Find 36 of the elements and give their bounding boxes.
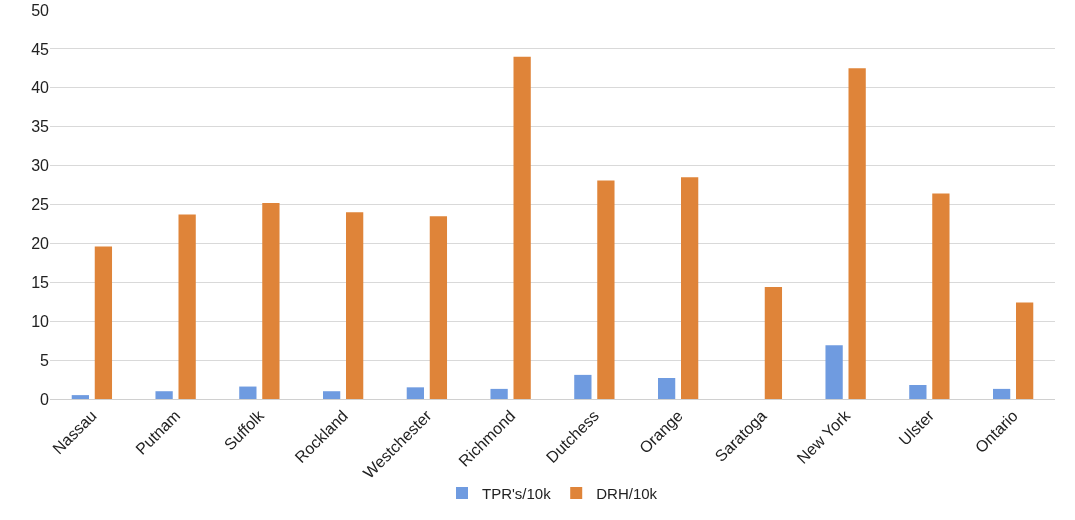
y-tick-label: 30 xyxy=(31,157,50,175)
y-tick-label: 5 xyxy=(40,351,50,369)
bar xyxy=(155,391,173,399)
y-tick-label: 10 xyxy=(31,312,50,330)
y-tick-label: 25 xyxy=(31,196,50,214)
bar xyxy=(429,216,448,399)
y-tick-label: 15 xyxy=(31,273,50,291)
bar xyxy=(657,377,676,399)
legend-label: TPR's/10k xyxy=(482,484,552,502)
y-tick-label: 35 xyxy=(31,118,50,136)
y-tick-label: 50 xyxy=(31,1,50,19)
bar xyxy=(239,386,257,399)
y-tick-label: 0 xyxy=(40,390,50,408)
bar xyxy=(764,286,783,399)
bar xyxy=(932,193,950,399)
bar xyxy=(992,388,1011,399)
bar xyxy=(262,202,280,399)
bar xyxy=(597,180,615,399)
bar xyxy=(681,177,699,399)
bar xyxy=(490,388,508,399)
bar xyxy=(574,374,592,399)
bar xyxy=(94,246,113,399)
bar xyxy=(406,387,424,399)
bar xyxy=(322,391,341,399)
bar xyxy=(1016,302,1034,399)
y-tick-label: 45 xyxy=(31,40,50,58)
y-tick-label: 40 xyxy=(31,79,50,97)
bar xyxy=(825,345,843,399)
bar xyxy=(71,395,89,399)
bar xyxy=(848,68,866,399)
legend-label: DRH/10k xyxy=(596,484,658,502)
y-tick-label: 20 xyxy=(31,235,50,252)
bar xyxy=(513,56,531,399)
bar xyxy=(346,212,364,399)
bar xyxy=(909,385,927,399)
bar xyxy=(178,214,196,399)
